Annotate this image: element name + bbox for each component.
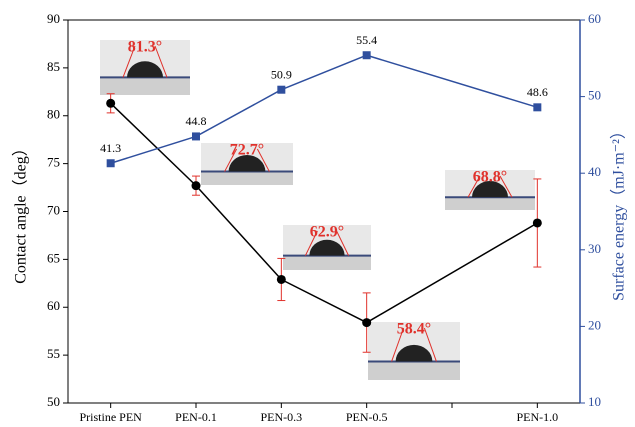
series-line <box>280 278 368 324</box>
y-tick-label: 50 <box>47 394 60 409</box>
inset-tangent <box>423 327 437 362</box>
inset-tangent <box>122 45 136 78</box>
series-line <box>195 89 282 138</box>
x-tick-label: PEN-0.3 <box>260 410 302 424</box>
inset-substrate <box>201 171 293 185</box>
series-line <box>366 54 538 109</box>
x-tick-label: PEN-0.5 <box>346 410 388 424</box>
inset-droplet <box>395 344 433 362</box>
y2-tick-label: 40 <box>588 164 601 179</box>
angle-label: 72.7° <box>230 142 264 159</box>
y-tick-label: 90 <box>47 11 60 26</box>
series-line <box>366 222 538 324</box>
y-tick-label: 80 <box>47 107 60 122</box>
inset-tangent <box>467 175 481 198</box>
y-tick-label: 70 <box>47 202 60 217</box>
inset-droplet <box>228 155 266 172</box>
y2-tick-label: 20 <box>588 317 601 332</box>
inset-tangent <box>224 148 238 172</box>
inset-substrate <box>445 197 535 210</box>
point <box>362 51 371 60</box>
inset-image: 58.4° <box>368 321 460 380</box>
value-label: 50.9 <box>271 67 292 81</box>
value-label: 55.4 <box>356 33 377 47</box>
series-line <box>195 185 282 280</box>
inset-tangent <box>154 45 168 78</box>
value-label: 41.3 <box>100 141 121 155</box>
angle-label: 62.9° <box>310 224 344 241</box>
y-tick-label: 60 <box>47 298 60 313</box>
series-line <box>110 135 197 164</box>
inset-tangent <box>391 327 405 362</box>
angle-label: 58.4° <box>397 321 431 338</box>
angle-label: 81.3° <box>128 39 162 56</box>
y-tick-label: 55 <box>47 346 60 361</box>
point <box>276 274 286 284</box>
y-axis-label: Contact angle（deg） <box>12 140 30 284</box>
x-tick-label: PEN-1.0 <box>516 410 558 424</box>
value-label: 44.8 <box>186 114 207 128</box>
point <box>533 103 542 112</box>
inset-droplet <box>472 180 508 198</box>
point <box>362 318 372 328</box>
inset-droplet <box>127 61 163 78</box>
x-tick-label: PEN-0.1 <box>175 410 217 424</box>
y-tick-label: 65 <box>47 250 60 265</box>
y2-tick-label: 30 <box>588 241 601 256</box>
inset-tangent <box>336 230 350 256</box>
inset-substrate <box>283 255 371 270</box>
inset-image: 62.9° <box>283 224 371 270</box>
inset-image: 81.3° <box>100 39 190 95</box>
point <box>106 98 116 108</box>
y-tick-label: 85 <box>47 59 60 74</box>
inset-image: 68.8° <box>445 169 535 210</box>
y2-tick-label: 60 <box>588 11 601 26</box>
point <box>277 85 286 94</box>
inset-droplet <box>309 239 345 256</box>
inset-image: 72.7° <box>201 142 293 185</box>
point <box>106 159 115 168</box>
inset-substrate <box>100 77 190 95</box>
y2-tick-label: 50 <box>588 88 601 103</box>
point <box>191 181 201 191</box>
y2-axis-label: Surface energy（mJ·m⁻²） <box>610 123 628 301</box>
y-tick-label: 75 <box>47 155 60 170</box>
angle-label: 68.8° <box>473 169 507 186</box>
x-tick-label: Pristine PEN <box>79 410 142 424</box>
series-line <box>110 102 197 187</box>
y2-tick-label: 10 <box>588 394 601 409</box>
inset-substrate <box>368 361 460 380</box>
series-line <box>281 54 367 91</box>
point <box>192 132 200 141</box>
point <box>532 218 542 228</box>
value-label: 48.6 <box>527 85 548 99</box>
inset-tangent <box>256 148 270 172</box>
inset-tangent <box>499 175 513 198</box>
inset-tangent <box>304 230 318 256</box>
